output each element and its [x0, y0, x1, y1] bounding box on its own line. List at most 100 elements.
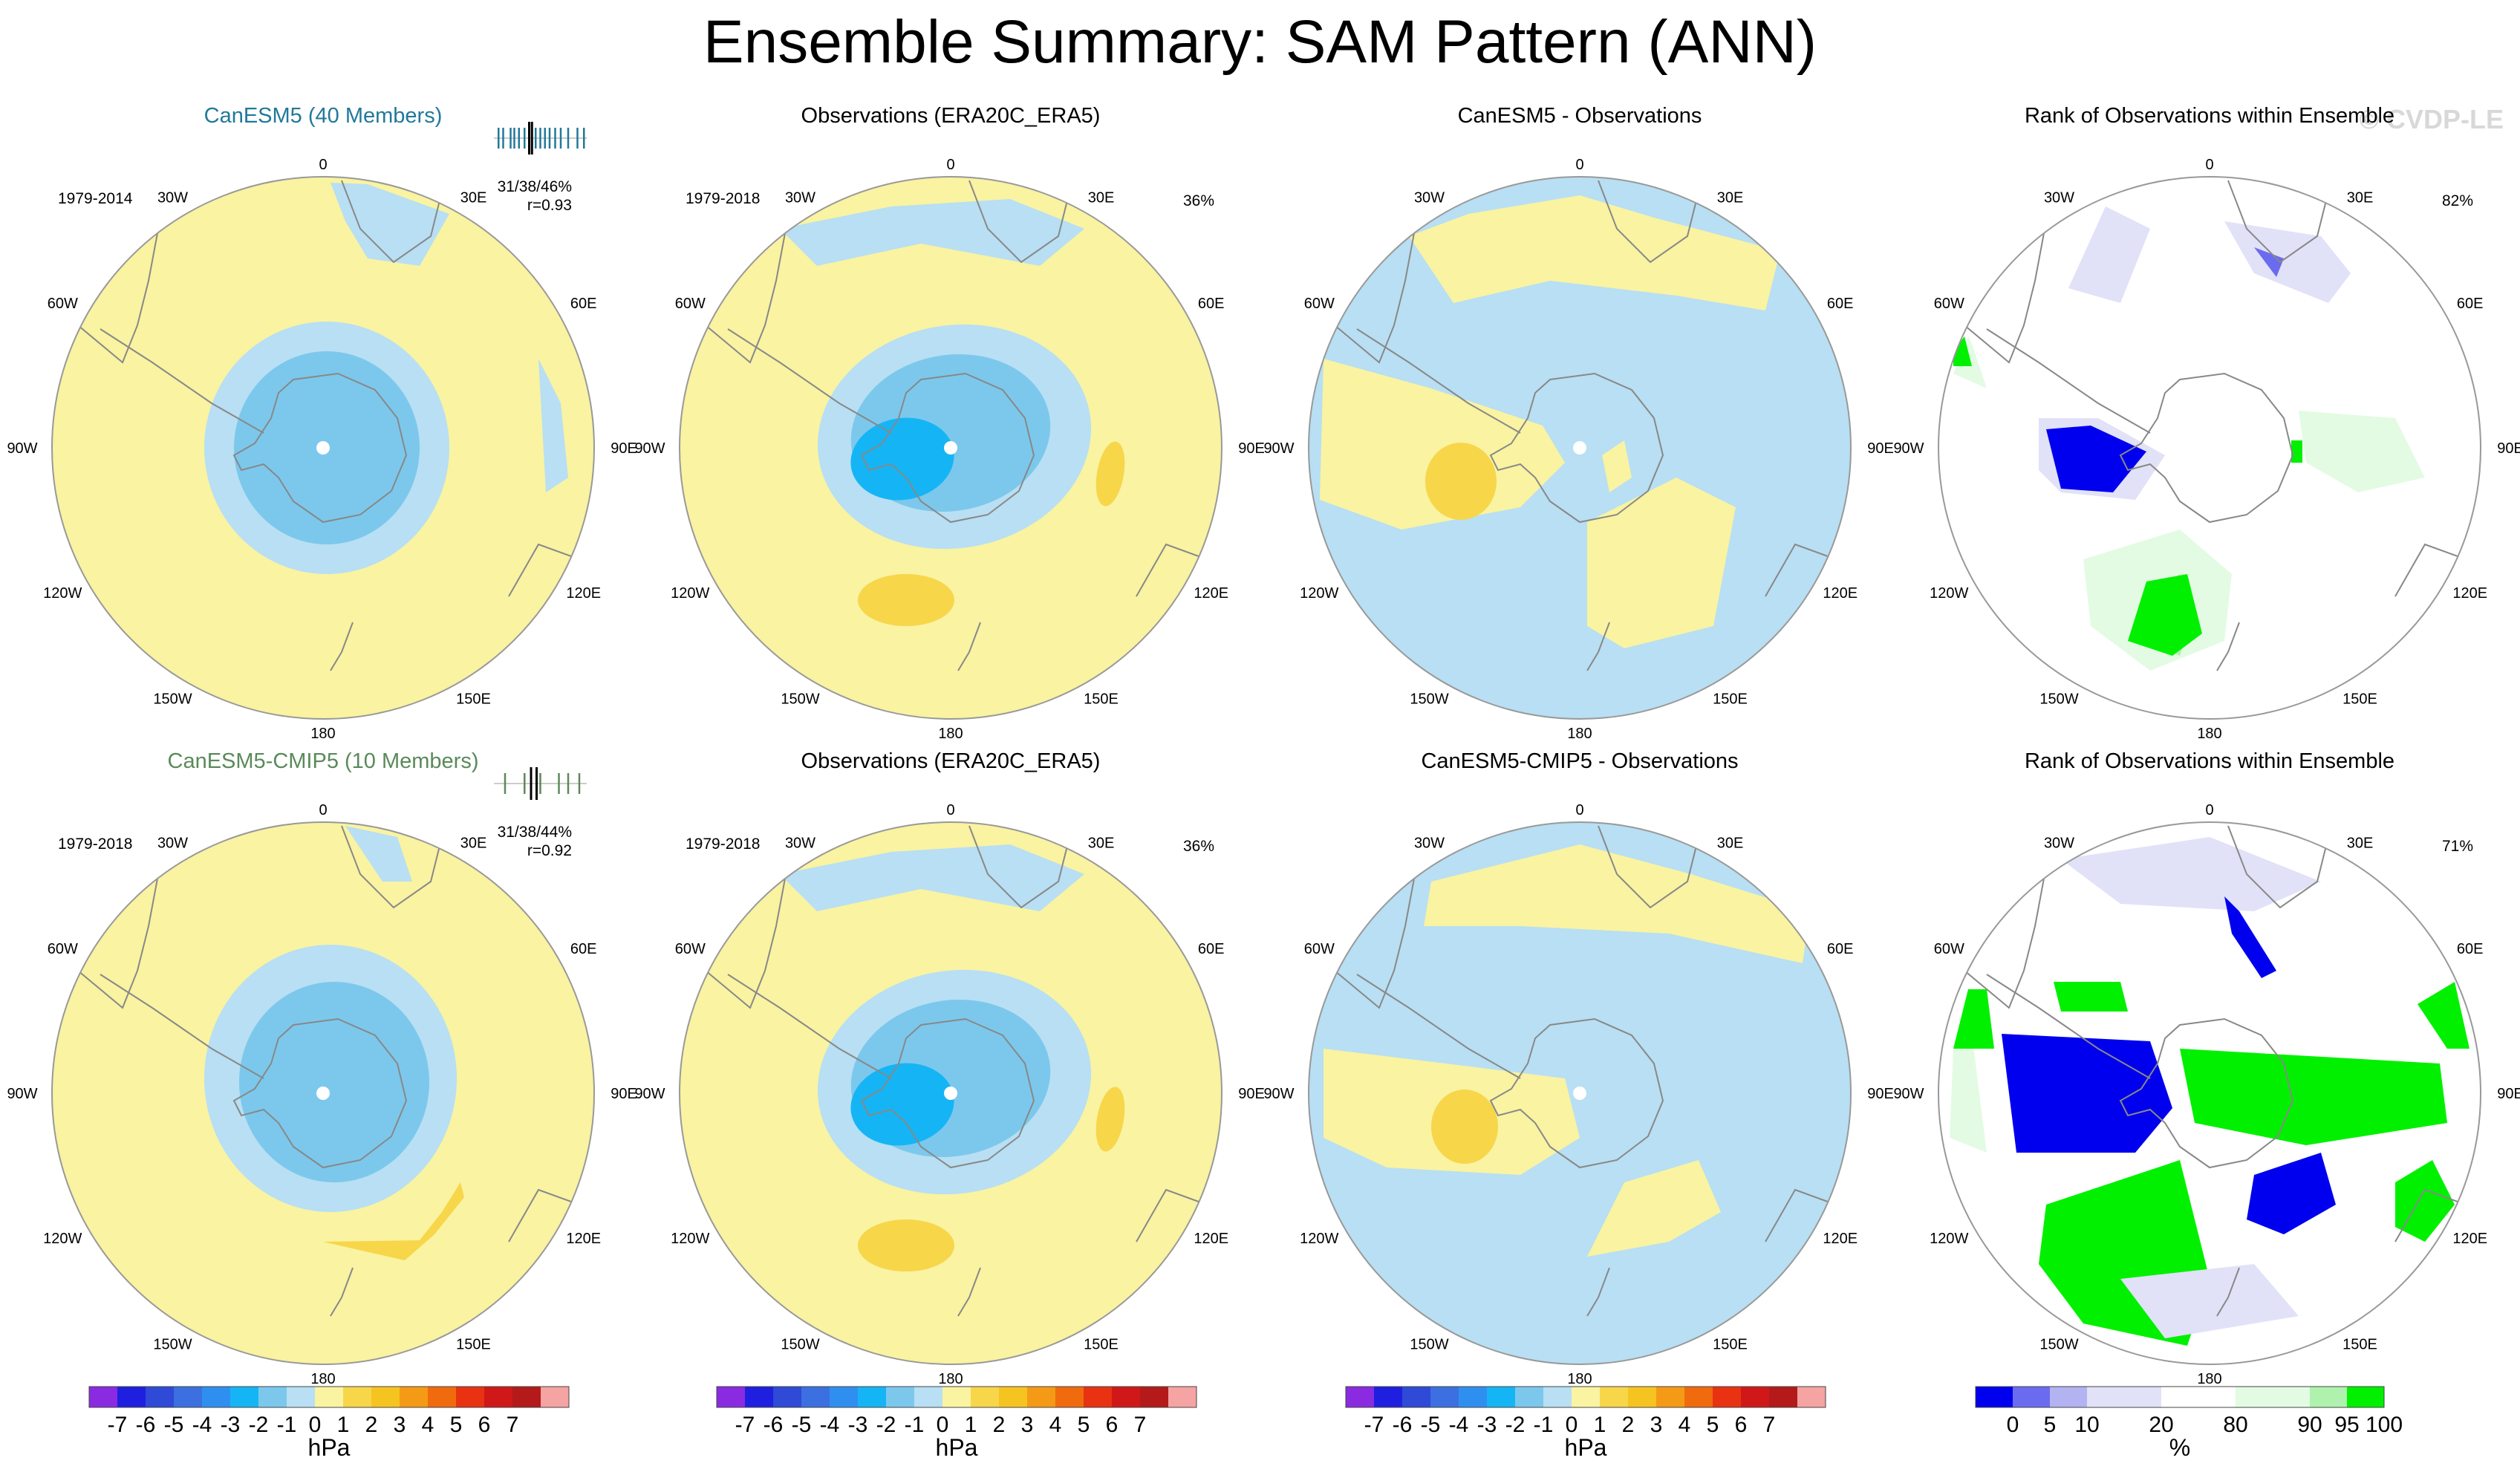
colorbar-swatch	[343, 1387, 371, 1407]
colorbar-swatch	[1084, 1387, 1112, 1407]
south-america-coast	[1334, 221, 1417, 364]
colorbar-swatch	[315, 1387, 343, 1407]
colorbar-swatch	[1055, 1387, 1084, 1407]
colorbar-tick: -4	[820, 1413, 840, 1437]
peninsula-coast	[1986, 974, 2151, 1079]
contour-region	[858, 1219, 954, 1271]
lon-label-180: 180	[1567, 726, 1592, 742]
contour-region	[1953, 336, 1972, 366]
contour-region	[1950, 1034, 1987, 1153]
lon-label-30w: 30W	[2044, 835, 2074, 851]
colorbar-tick: -1	[905, 1413, 925, 1437]
colorbar-swatch	[1112, 1387, 1140, 1407]
colorbar-tick: -6	[136, 1413, 156, 1437]
colorbar-tick: -2	[249, 1413, 269, 1437]
colorbar-tick: 0	[309, 1413, 322, 1437]
lon-label-60e: 60E	[2457, 941, 2484, 957]
colorbar-swatch	[2161, 1387, 2236, 1407]
lon-label-90w: 90W	[1893, 440, 1924, 457]
lon-label-90e: 90E	[611, 1086, 637, 1102]
percent-label: 36%	[1183, 838, 1214, 855]
colorbar-tick: 80	[2223, 1413, 2247, 1437]
colorbar-swatch	[117, 1387, 146, 1407]
lon-label-120e: 120E	[1194, 1231, 1228, 1247]
colorbar-swatch	[1402, 1387, 1430, 1407]
colorbar-swatch	[1797, 1387, 1826, 1407]
colorbar-tick: 95	[2334, 1413, 2359, 1437]
lon-label-30w: 30W	[157, 189, 188, 206]
lon-label-60w: 60W	[675, 296, 706, 312]
antarctica-coast	[232, 372, 408, 524]
colorbar-swatch	[1346, 1387, 1374, 1407]
map-field	[1938, 177, 2481, 719]
colorbar-swatch	[2013, 1387, 2050, 1407]
colorbar-swatch	[999, 1387, 1027, 1407]
figure-title: Ensemble Summary: SAM Pattern (ANN)	[703, 8, 1817, 76]
africa-coast	[2227, 825, 2329, 909]
lon-label-150e: 150E	[456, 691, 491, 708]
lon-label-150e: 150E	[456, 1337, 491, 1353]
lon-label-0: 0	[319, 157, 327, 173]
colorbar-swatch	[371, 1387, 400, 1407]
colorbar-tick: 20	[2149, 1413, 2173, 1437]
colorbar-swatch	[1515, 1387, 1543, 1407]
lon-label-0: 0	[946, 802, 954, 818]
new-zealand-coast	[2216, 1267, 2240, 1317]
lon-label-30w: 30W	[1414, 189, 1445, 206]
pole-dot	[316, 1087, 330, 1100]
colorbar-unit: hPa	[1565, 1434, 1607, 1461]
lon-label-60e: 60E	[2457, 296, 2484, 312]
new-zealand-coast	[2216, 622, 2240, 671]
colorbar-tick: 2	[365, 1413, 378, 1437]
colorbar-tick: -7	[1364, 1413, 1384, 1437]
colorbar-tick: 3	[1021, 1413, 1034, 1437]
antarctica-coast	[860, 372, 1035, 524]
colorbar-tick: 0	[1566, 1413, 1578, 1437]
lon-label-150w: 150W	[1410, 1337, 1448, 1353]
colorbar-tick: -4	[192, 1413, 212, 1437]
colorbar-tick: 4	[1679, 1413, 1691, 1437]
colorbar-tick: -2	[876, 1413, 896, 1437]
colorbar-swatch	[287, 1387, 315, 1407]
lon-label-30e: 30E	[1088, 189, 1115, 206]
map-border	[679, 176, 1222, 720]
peninsula-coast	[727, 974, 892, 1079]
percent-label: 71%	[2442, 838, 2473, 855]
colorbar-swatch	[1684, 1387, 1713, 1407]
africa-coast	[2227, 180, 2329, 264]
pole-dot	[944, 1087, 957, 1100]
colorbar-tick: -3	[1477, 1413, 1497, 1437]
colorbar-tick: 6	[1106, 1413, 1119, 1437]
contour-region	[2395, 1160, 2455, 1242]
colorbar-tick: -3	[848, 1413, 868, 1437]
colorbar-swatch	[89, 1387, 117, 1407]
new-zealand-coast	[1586, 1267, 1610, 1317]
colorbar-frame	[1345, 1386, 1826, 1408]
contour-region	[1320, 359, 1565, 530]
colorbar-frame	[716, 1386, 1197, 1408]
peninsula-coast	[100, 974, 264, 1079]
colorbar-swatch	[886, 1387, 914, 1407]
period-label: 1979-2014	[58, 190, 133, 207]
lon-label-30e: 30E	[1088, 835, 1115, 851]
contour-region	[2128, 574, 2202, 656]
peninsula-coast	[1356, 974, 1521, 1079]
colorbar-tick: 4	[422, 1413, 434, 1437]
colorbar-tick: 7	[1134, 1413, 1147, 1437]
lon-label-60w: 60W	[1934, 296, 1964, 312]
lon-label-30e: 30E	[460, 189, 487, 206]
colorbar-tick: -5	[792, 1413, 812, 1437]
lon-label-30w: 30W	[785, 189, 815, 206]
colorbar-swatch	[428, 1387, 456, 1407]
map-field	[680, 177, 1222, 719]
colorbar-tick: 4	[1049, 1413, 1062, 1437]
lon-label-150e: 150E	[1084, 691, 1119, 708]
colorbar-swatch	[1656, 1387, 1684, 1407]
map-panel-p6: 0 180 30W 30E 60W 60E 90W 90E 120W 120E 150W 150E Ob…	[634, 749, 1264, 1387]
lon-label-60e: 60E	[1198, 941, 1225, 957]
south-america-coast	[77, 221, 160, 364]
lon-label-150w: 150W	[1410, 691, 1448, 708]
colorbar-swatch	[2347, 1387, 2384, 1407]
lon-label-120e: 120E	[1823, 585, 1858, 602]
